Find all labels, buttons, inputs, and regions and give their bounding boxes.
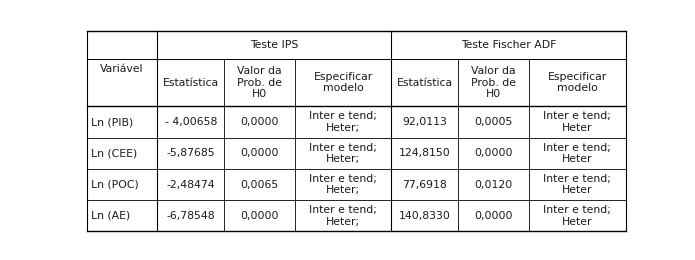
Text: Inter e tend;
Heter;: Inter e tend; Heter; [309,111,377,133]
Text: Inter e tend;
Heter: Inter e tend; Heter [543,174,611,195]
Text: Teste IPS: Teste IPS [250,40,299,50]
Text: - 4,00658: - 4,00658 [165,117,217,127]
Text: Inter e tend;
Heter: Inter e tend; Heter [543,205,611,226]
Text: 0,0000: 0,0000 [240,211,279,221]
Text: Variável: Variável [100,64,144,74]
Text: -5,87685: -5,87685 [167,148,215,158]
Text: Inter e tend;
Heter: Inter e tend; Heter [543,111,611,133]
Text: 0,0000: 0,0000 [240,148,279,158]
Text: 0,0065: 0,0065 [240,180,279,190]
Text: Inter e tend;
Heter;: Inter e tend; Heter; [309,174,377,195]
Text: Estatística: Estatística [163,78,219,88]
Text: 0,0005: 0,0005 [475,117,513,127]
Text: 0,0000: 0,0000 [474,148,513,158]
Text: Teste Fischer ADF: Teste Fischer ADF [461,40,556,50]
Text: 92,0113: 92,0113 [402,117,448,127]
Text: 0,0000: 0,0000 [474,211,513,221]
Text: -2,48474: -2,48474 [167,180,215,190]
Text: Inter e tend;
Heter: Inter e tend; Heter [543,142,611,164]
Text: Valor da
Prob. de
H0: Valor da Prob. de H0 [237,66,282,99]
Text: Ln (CEE): Ln (CEE) [91,148,138,158]
Text: 124,8150: 124,8150 [399,148,451,158]
Text: Especificar
modelo: Especificar modelo [548,72,607,93]
Text: Inter e tend;
Heter;: Inter e tend; Heter; [309,142,377,164]
Text: Ln (PIB): Ln (PIB) [91,117,133,127]
Text: Ln (POC): Ln (POC) [91,180,139,190]
Text: Estatística: Estatística [397,78,453,88]
Text: Ln (AE): Ln (AE) [91,211,131,221]
Text: Especificar
modelo: Especificar modelo [313,72,373,93]
Text: -6,78548: -6,78548 [167,211,215,221]
Text: 140,8330: 140,8330 [399,211,451,221]
Text: Valor da
Prob. de
H0: Valor da Prob. de H0 [471,66,516,99]
Text: 77,6918: 77,6918 [402,180,448,190]
Text: 0,0000: 0,0000 [240,117,279,127]
Text: Inter e tend;
Heter;: Inter e tend; Heter; [309,205,377,226]
Text: 0,0120: 0,0120 [475,180,513,190]
